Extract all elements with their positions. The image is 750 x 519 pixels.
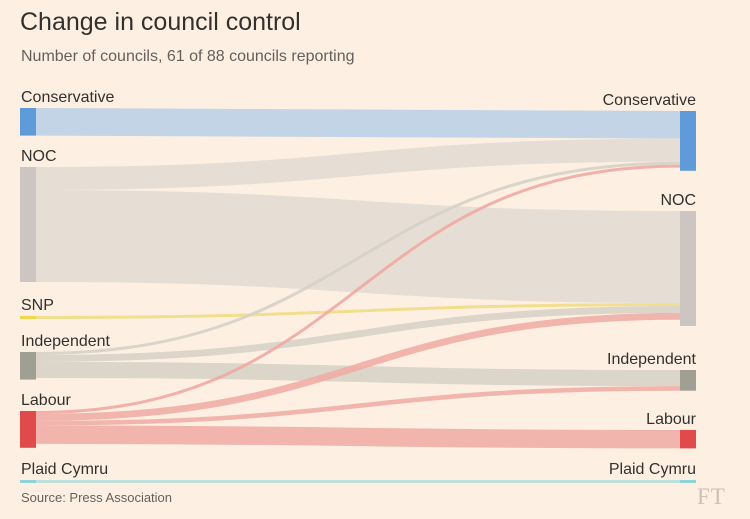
chart-subtitle: Number of councils, 61 of 88 councils re… [21, 48, 355, 65]
left-label-conservative: Conservative [21, 89, 114, 106]
right-label-noc: NOC [660, 192, 696, 209]
sankey-links [35, 108, 681, 484]
sankey-labels: Conservative NOC SNP Independent Labour Plaid… [21, 89, 697, 478]
right-node-conservative [680, 111, 696, 171]
right-label-plaid-cymru: Plaid Cymru [609, 461, 696, 478]
right-node-labour [680, 430, 696, 449]
flow-labour-to-labour [35, 425, 681, 449]
flow-labour-to-conservative [35, 164, 681, 414]
sankey-nodes [20, 108, 696, 483]
ft-logo: FT [697, 484, 726, 509]
left-label-noc: NOC [21, 148, 57, 165]
left-node-plaid-cymru [20, 480, 36, 483]
flow-noc-to-conservative [35, 138, 681, 190]
right-label-labour: Labour [646, 411, 696, 428]
right-node-independent [680, 370, 696, 391]
flow-labour-to-independent [35, 386, 681, 426]
flow-labour-to-noc [35, 312, 681, 421]
chart-title: Change in council control [20, 8, 301, 36]
flow-independent-to-conservative [35, 161, 681, 355]
flow-snp-to-noc [35, 303, 681, 319]
left-node-conservative [20, 108, 36, 136]
source-note: Source: Press Association [21, 490, 173, 505]
left-label-snp: SNP [21, 297, 54, 314]
left-label-plaid-cymru: Plaid Cymru [21, 461, 108, 478]
flow-noc-to-noc [35, 190, 681, 303]
left-node-labour [20, 411, 36, 448]
right-node-noc [680, 211, 696, 326]
flow-conservative-to-conservative [35, 108, 681, 139]
left-label-independent: Independent [21, 333, 111, 350]
flow-independent-to-noc [35, 306, 681, 362]
left-label-labour: Labour [21, 392, 71, 409]
left-node-noc [20, 167, 36, 282]
flow-independent-to-independent [35, 361, 681, 387]
right-label-independent: Independent [607, 351, 697, 368]
right-label-conservative: Conservative [603, 92, 696, 109]
left-node-independent [20, 352, 36, 380]
right-node-plaid-cymru [680, 480, 696, 483]
left-node-snp [20, 316, 36, 319]
